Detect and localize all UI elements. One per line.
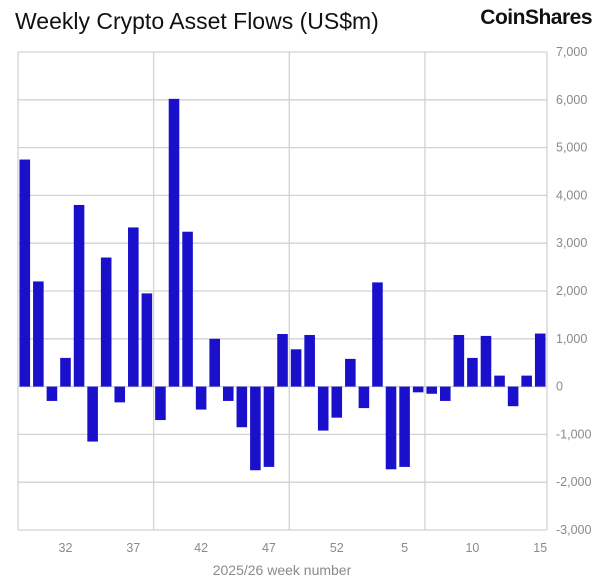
bar-week-49: [290, 349, 302, 387]
y-tick-label: -2,000: [556, 475, 591, 489]
y-tick-label: 3,000: [556, 236, 587, 250]
bar-week-39: [155, 386, 166, 421]
y-tick-label: 0: [556, 380, 563, 394]
bar-week-13: [507, 386, 519, 407]
bar-week-5: [399, 386, 410, 467]
bar-week-51: [317, 386, 329, 431]
bar-week-37: [128, 227, 139, 387]
bar-week-41: [182, 231, 193, 387]
chart-title: Weekly Crypto Asset Flows (US$m): [15, 8, 379, 34]
bar-week-36: [114, 386, 126, 403]
y-tick-label: 5,000: [556, 141, 587, 155]
x-tick-label: 47: [262, 541, 276, 555]
bar-week-15: [534, 333, 546, 387]
bar-week-2: [358, 386, 370, 409]
bar-week-11: [480, 335, 492, 387]
bar-week-29: [19, 159, 31, 387]
bar-week-9: [453, 334, 465, 387]
bar-week-12: [494, 375, 505, 387]
bar-week-4: [385, 386, 397, 470]
coinshares-logo: CoinShares: [480, 6, 592, 29]
bar-week-48: [277, 334, 288, 387]
x-tick-label: 32: [59, 541, 73, 555]
bar-week-47: [263, 386, 275, 467]
bar-week-7: [426, 386, 438, 394]
y-tick-label: 1,000: [556, 332, 587, 346]
bar-week-50: [304, 334, 315, 387]
bar-week-32: [60, 357, 71, 387]
bar-week-44: [222, 386, 234, 401]
bar-week-52: [331, 386, 343, 418]
y-tick-label: 2,000: [556, 284, 587, 298]
bar-week-40: [168, 98, 180, 387]
bar-week-8: [439, 386, 451, 401]
bar-week-31: [46, 386, 58, 401]
bar-week-10: [467, 357, 478, 387]
x-tick-label: 42: [194, 541, 208, 555]
y-tick-label: 4,000: [556, 188, 587, 202]
bar-week-38: [141, 293, 153, 387]
bar-week-34: [87, 386, 98, 442]
y-tick-label: 7,000: [556, 45, 587, 59]
y-tick-label: -1,000: [556, 427, 591, 441]
y-tick-label: 6,000: [556, 93, 587, 107]
bar-week-33: [73, 204, 85, 387]
x-tick-label: 10: [465, 541, 479, 555]
bar-week-1: [345, 358, 356, 387]
bar-week-45: [236, 386, 248, 428]
y-tick-label: -3,000: [556, 523, 591, 537]
bar-week-14: [521, 375, 532, 387]
x-tick-label: 52: [330, 541, 344, 555]
bar-week-3: [372, 282, 383, 387]
bar-week-46: [250, 386, 261, 471]
bar-week-6: [412, 386, 424, 393]
bar-week-42: [195, 386, 207, 410]
x-tick-label: 5: [401, 541, 408, 555]
bar-week-30: [33, 281, 44, 387]
x-tick-label: 37: [126, 541, 140, 555]
x-axis-label: 2025/26 week number: [213, 562, 352, 578]
x-tick-label: 15: [533, 541, 547, 555]
bar-week-43: [209, 338, 220, 387]
bar-week-35: [100, 257, 112, 387]
